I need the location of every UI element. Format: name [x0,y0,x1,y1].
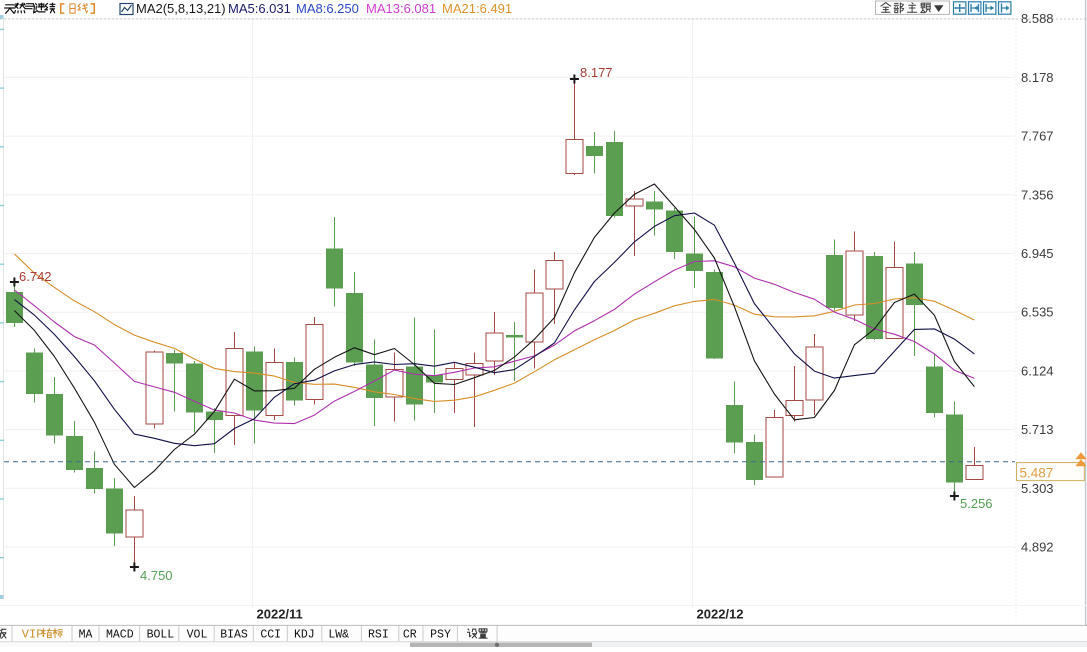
svg-text:6.535: 6.535 [1021,305,1054,320]
svg-text:MA: MA [79,628,93,641]
svg-text:CR: CR [403,628,417,641]
svg-text:4.750: 4.750 [140,568,173,583]
svg-text:5.303: 5.303 [1021,481,1054,496]
svg-text:6.742: 6.742 [19,269,52,284]
svg-text:VIP: VIP [22,627,44,641]
svg-text:7.767: 7.767 [1021,129,1054,144]
svg-text:PSY: PSY [430,628,451,641]
svg-text:5.256: 5.256 [960,496,993,511]
svg-text:5.713: 5.713 [1021,422,1054,437]
svg-text:2022/11: 2022/11 [257,606,303,621]
svg-text:8.588: 8.588 [1021,11,1054,26]
svg-text:VOL: VOL [187,628,208,641]
svg-text:MA5:6.031: MA5:6.031 [228,1,291,16]
svg-text:RSI: RSI [368,628,389,641]
svg-text:LW&: LW& [328,628,349,641]
svg-text:KDJ: KDJ [294,628,315,641]
svg-text:BOLL: BOLL [147,628,175,641]
svg-text:MA8:6.250: MA8:6.250 [296,1,359,16]
svg-text:MA21:6.491: MA21:6.491 [442,1,512,16]
svg-text:4.892: 4.892 [1021,540,1054,555]
svg-text:5.487: 5.487 [1020,465,1054,480]
svg-text:6.124: 6.124 [1021,363,1054,378]
svg-text:MA2(5,8,13,21): MA2(5,8,13,21) [136,1,226,16]
svg-text:7.356: 7.356 [1021,187,1054,202]
svg-text:2022/12: 2022/12 [697,606,744,621]
svg-text:MA13:6.081: MA13:6.081 [366,1,436,16]
svg-text:BIAS: BIAS [220,628,248,641]
svg-text:6.945: 6.945 [1021,246,1054,261]
svg-text:CCI: CCI [260,628,281,641]
svg-text:8.178: 8.178 [1021,70,1054,85]
svg-text:8.177: 8.177 [580,65,613,80]
svg-text:MACD: MACD [106,628,134,641]
